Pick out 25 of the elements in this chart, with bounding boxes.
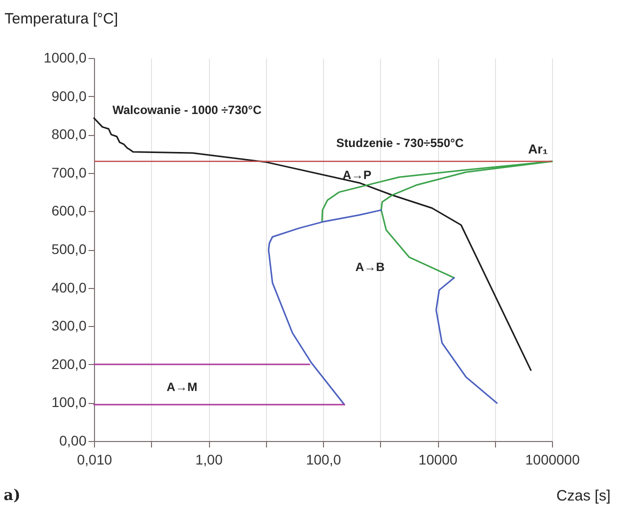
x-tick-label: 100,0 — [306, 452, 342, 468]
x-tick-label: 1,00 — [195, 452, 223, 468]
y-axis-title: Temperatura [°C] — [4, 10, 118, 28]
y-tick-label: 900,0 — [51, 88, 87, 104]
y-tick-label: 1000,0 — [44, 50, 87, 66]
annotation: A→B — [355, 260, 385, 274]
x-tick-label: 0,010 — [76, 452, 112, 468]
y-tick-label: 0,00 — [59, 432, 87, 448]
y-tick-label: 800,0 — [51, 126, 87, 142]
y-tick-label: 700,0 — [51, 164, 87, 180]
annotation: Walcowanie - 1000 ÷730°C — [112, 103, 262, 117]
y-tick-label: 500,0 — [51, 241, 87, 257]
x-tick-label: 1000000 — [525, 452, 580, 468]
text: a) — [4, 486, 20, 504]
annotation: A→M — [166, 380, 198, 394]
x-axis-title: Czas [s] — [556, 488, 610, 504]
y-tick-label: 400,0 — [51, 279, 87, 296]
y-tick-label: 600,0 — [51, 202, 87, 219]
y-tick-label: 100,0 — [51, 394, 87, 410]
annotation: A→P — [342, 168, 372, 182]
y-tick-label: 300,0 — [51, 318, 87, 334]
x-tick-label: 10000 — [418, 452, 458, 468]
y-tick-label: 200,0 — [51, 356, 87, 372]
ref-line-label: Ar₁ — [528, 141, 548, 156]
annotation: Studzenie - 730÷550°C — [336, 136, 464, 150]
